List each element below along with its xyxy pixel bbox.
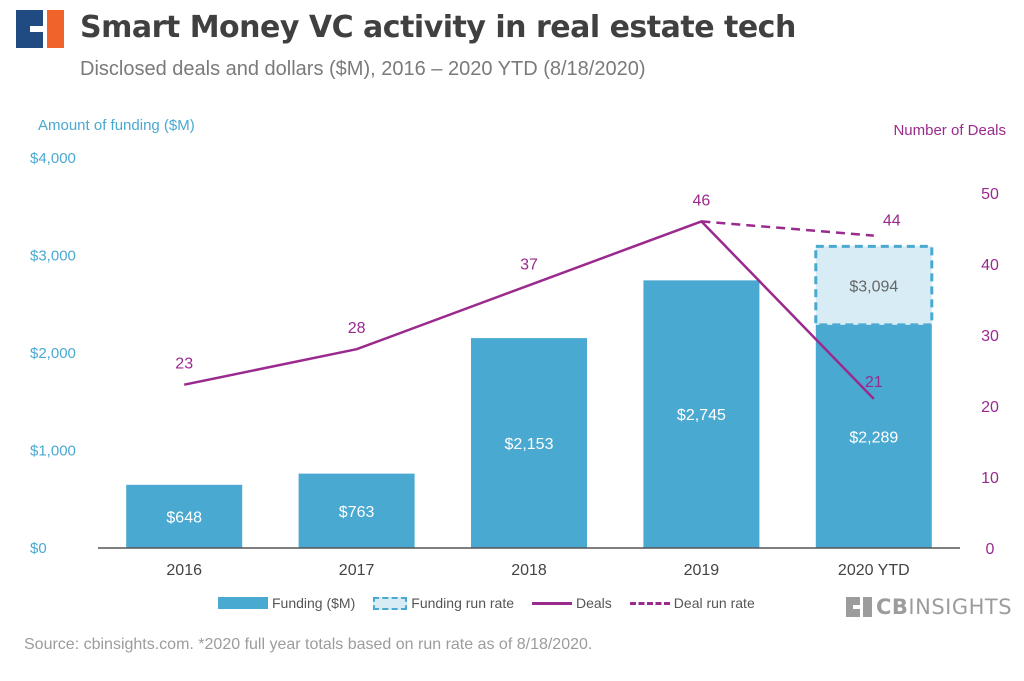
right-axis-tick-label: 30 [981,328,999,345]
funding-bar [471,338,587,548]
legend-swatch-funding-run-rate [373,596,408,610]
legend-label-funding: Funding ($M) [272,595,356,611]
chart-subtitle: Disclosed deals and dollars ($M), 2016 –… [80,58,646,80]
legend-item-funding-run-rate: Funding run rate [373,595,514,611]
legend-item-funding: Funding ($M) [218,595,355,611]
funding-bar-label: $2,289 [849,429,898,446]
funding-bar-label: $2,153 [505,436,554,453]
legend-label-deal-run-rate: Deal run rate [673,595,755,611]
left-axis-tick-label: $4,000 [30,150,76,167]
brand-mark-icon [846,597,872,617]
deals-data-label: 46 [693,192,711,209]
left-axis-tick-label: $3,000 [30,248,76,265]
deal-run-rate-data-label: 44 [883,213,901,230]
legend-swatch-deals [532,601,572,605]
funding-bar-label: $763 [339,504,375,521]
x-axis-tick-label: 2017 [339,562,375,579]
funding-run-rate-bar [814,244,934,327]
chart-legend: Funding ($M) Funding run rate Deals Deal… [218,590,773,616]
brand-text: CBINSIGHTS [876,595,1012,619]
funding-bar [815,324,932,548]
x-axis-tick-label: 2016 [166,562,202,579]
legend-swatch-funding [218,597,268,609]
brand-text-light: INSIGHTS [908,595,1013,619]
chart-title: Smart Money VC activity in real estate t… [80,10,796,45]
right-axis-tick-label: 20 [981,399,999,416]
legend-swatch-deal-run-rate [629,601,670,605]
brand-wordmark: CBINSIGHTS [846,592,1012,622]
right-axis-tick-label: 10 [981,470,999,487]
right-axis-title: Number of Deals [893,122,1006,139]
deals-data-label: 37 [520,256,538,273]
legend-item-deal-run-rate: Deal run rate [629,595,755,611]
legend-label-deals: Deals [576,595,612,611]
funding-bar-label: $2,745 [677,407,726,424]
deals-line [183,220,875,400]
funding-bar [126,484,243,548]
deals-data-label: 21 [865,374,883,391]
deals-data-label: 28 [348,320,366,337]
deal-run-rate-line [701,220,874,237]
funding-bar-label: $648 [166,509,202,526]
x-axis-tick-label: 2018 [511,562,547,579]
right-axis-tick-label: 50 [981,186,999,203]
logo-blue-block [16,10,43,48]
x-axis-tick-label: 2020 YTD [838,562,910,579]
deals-data-label: 23 [175,356,193,373]
brand-text-bold: CB [876,595,909,619]
right-axis-tick-label: 0 [986,541,995,558]
right-axis-tick-label: 40 [981,257,999,274]
x-axis-tick-label: 2019 [684,562,720,579]
funding-bar [643,280,760,548]
cb-insights-logo [16,10,64,48]
legend-label-funding-run-rate: Funding run rate [411,595,514,611]
left-axis-title: Amount of funding ($M) [38,117,195,134]
logo-orange-block [47,10,64,48]
source-note: Source: cbinsights.com. *2020 full year … [24,636,593,653]
left-axis-tick-label: $2,000 [30,345,76,362]
funding-run-rate-label: $3,094 [849,279,898,296]
left-axis-tick-label: $0 [30,540,47,557]
legend-item-deals: Deals [532,595,612,611]
funding-bar [298,473,415,548]
left-axis-tick-label: $1,000 [30,443,76,460]
